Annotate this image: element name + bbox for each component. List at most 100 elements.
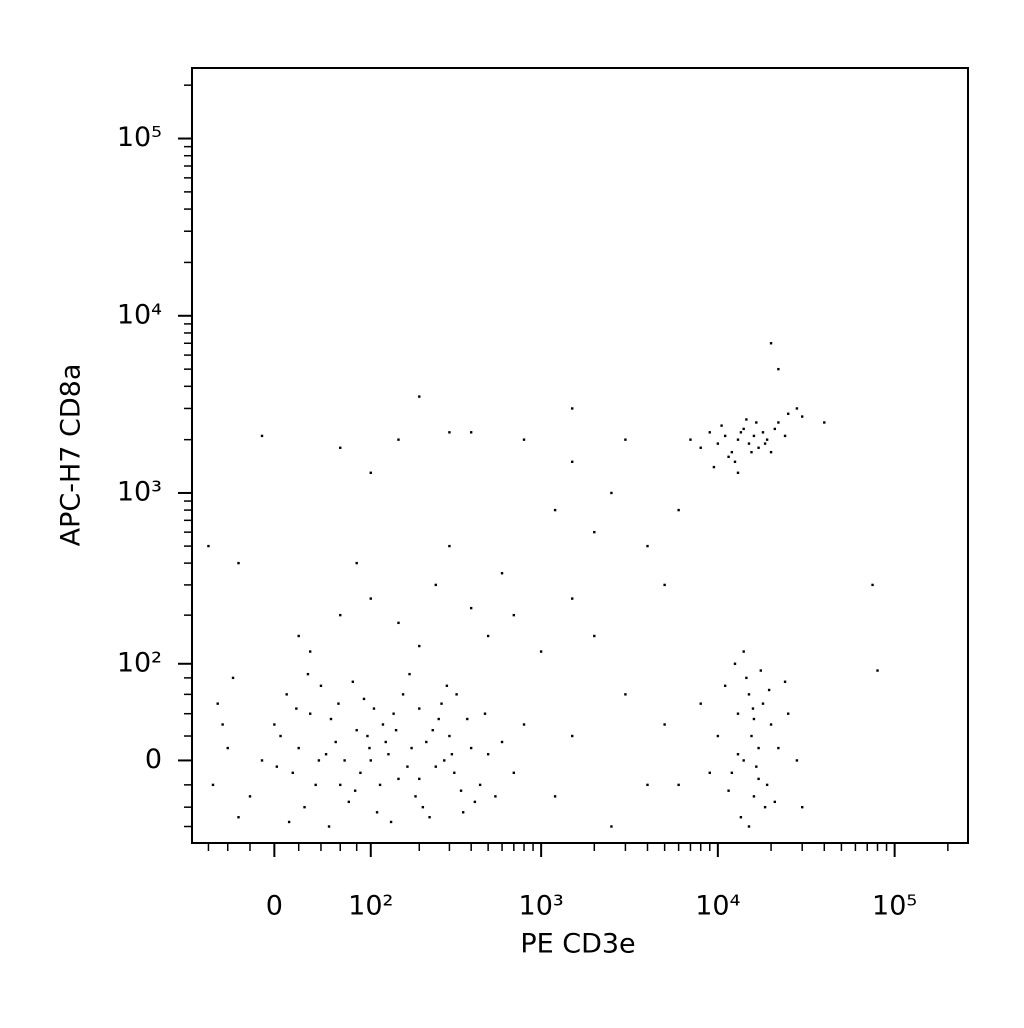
event-dot [369, 759, 372, 762]
x-tick-label: 10⁴ [695, 891, 740, 922]
event-dot [624, 693, 627, 696]
event-dot [763, 442, 767, 445]
event-dot [317, 759, 321, 762]
event-dot [469, 431, 473, 434]
x-tick-label: 10³ [519, 891, 564, 922]
x-tick-label: 10⁵ [872, 891, 917, 922]
event-dot [500, 740, 504, 744]
event-dot [747, 825, 751, 828]
event-dot [319, 684, 323, 687]
event-dot [459, 789, 463, 792]
event-dot [769, 723, 773, 726]
event-dot [777, 421, 780, 424]
event-dot [327, 825, 331, 828]
event-dot [646, 783, 649, 787]
event-dot [469, 606, 473, 610]
event-dot [739, 431, 743, 434]
event-dot [800, 415, 804, 418]
event-dot [297, 746, 300, 750]
event-dot [387, 753, 390, 756]
event-dot [366, 734, 369, 738]
event-dot [428, 816, 431, 819]
event-dot [677, 508, 680, 512]
y-tick-label: 0 [145, 744, 162, 775]
event-dot [355, 728, 358, 732]
event-dot [723, 684, 727, 687]
event-dot [334, 740, 337, 744]
event-dot [876, 669, 879, 672]
event-dot [708, 771, 711, 775]
event-dot [769, 342, 773, 345]
event-dot [418, 707, 421, 710]
event-dot [757, 446, 760, 449]
event-dot [384, 740, 387, 744]
event-dot [752, 434, 756, 438]
event-dot [646, 544, 649, 548]
event-dot [571, 734, 574, 738]
event-dot [720, 424, 723, 427]
event-dot [339, 783, 342, 787]
event-dot [483, 712, 487, 715]
event-dot [466, 717, 469, 721]
event-dot [512, 771, 516, 775]
event-dot [750, 734, 753, 738]
event-dot [747, 693, 751, 696]
event-dot [751, 707, 755, 710]
event-dot [783, 680, 787, 683]
event-dot [226, 746, 229, 750]
event-dot [425, 740, 428, 744]
event-dot [453, 771, 456, 775]
event-dot [237, 561, 240, 565]
event-dot [752, 717, 756, 721]
event-dot [663, 723, 666, 726]
event-dot [522, 438, 526, 441]
event-dot [369, 471, 372, 474]
event-dot [448, 734, 451, 738]
event-dot [736, 753, 740, 756]
event-dot [221, 723, 224, 726]
event-dot [769, 450, 773, 454]
event-dot [347, 800, 351, 804]
event-dot [761, 702, 765, 705]
event-dot [786, 412, 790, 415]
event-dot [757, 777, 760, 781]
event-dot [765, 438, 769, 441]
event-dot [593, 634, 596, 638]
event-dot [763, 805, 767, 809]
event-dot [343, 759, 346, 762]
event-dot [736, 438, 740, 441]
event-dot [440, 702, 443, 705]
event-dot [795, 407, 799, 410]
event-dot [745, 676, 748, 680]
event-dot [747, 442, 751, 445]
event-dot [742, 759, 745, 762]
y-axis-label: APC-H7 CD8a [56, 364, 87, 547]
event-dot [375, 811, 379, 814]
event-dot [733, 460, 737, 463]
event-dot [306, 672, 310, 676]
event-dot [397, 621, 400, 625]
event-dot [378, 783, 382, 787]
event-dot [389, 820, 393, 824]
event-dot [437, 717, 440, 721]
event-dot [610, 491, 613, 495]
event-dot [418, 395, 421, 398]
event-dot [461, 811, 465, 814]
event-dot [297, 634, 300, 638]
event-dot [571, 407, 574, 410]
event-dot [777, 746, 780, 750]
event-dot [434, 583, 437, 587]
event-dot [473, 800, 477, 804]
event-dot [421, 805, 425, 809]
event-dot [434, 765, 437, 768]
event-dot [410, 746, 413, 750]
event-dot [699, 702, 702, 705]
event-dot [800, 805, 804, 809]
event-dot [381, 723, 385, 726]
event-dot [736, 471, 740, 474]
event-dot [486, 634, 490, 638]
event-dot [329, 717, 333, 721]
event-dot [368, 746, 371, 750]
